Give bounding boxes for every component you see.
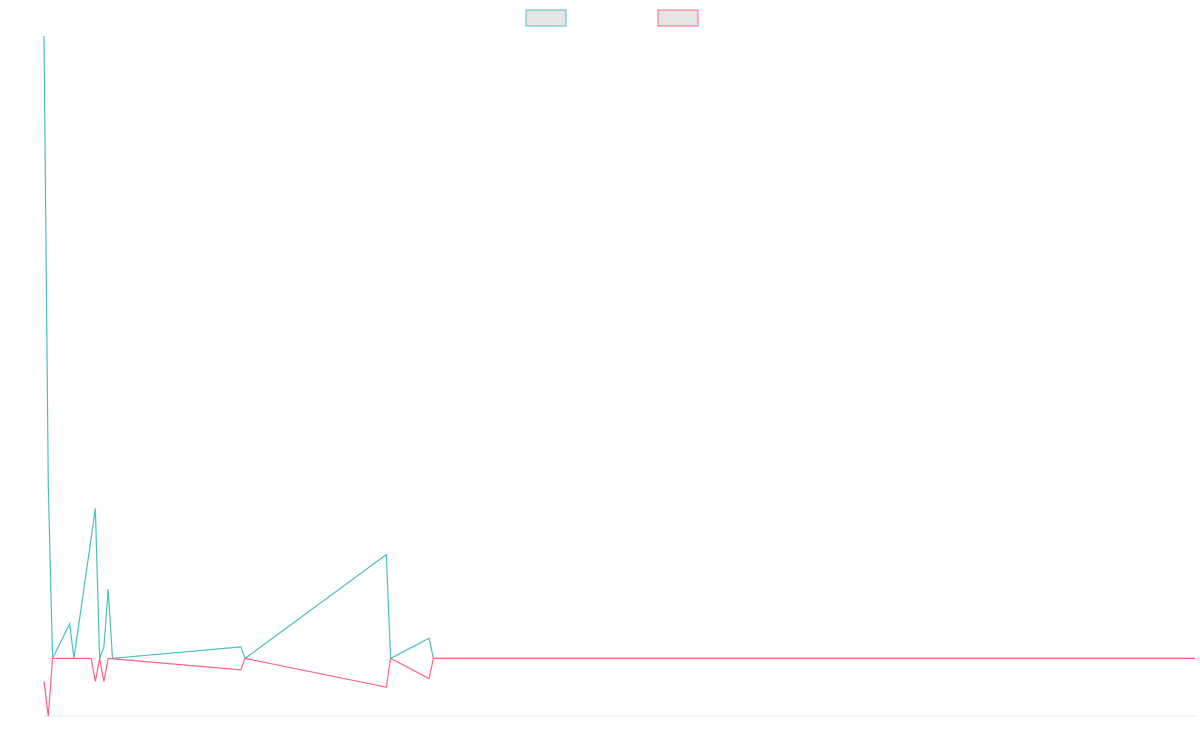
series-layer	[43, 35, 1195, 717]
legend-swatch-2[interactable]	[657, 9, 699, 27]
series-line-2	[43, 657, 1195, 717]
series-line-1	[43, 35, 1195, 660]
legend-swatch-1[interactable]	[525, 9, 567, 27]
legend	[525, 9, 699, 27]
